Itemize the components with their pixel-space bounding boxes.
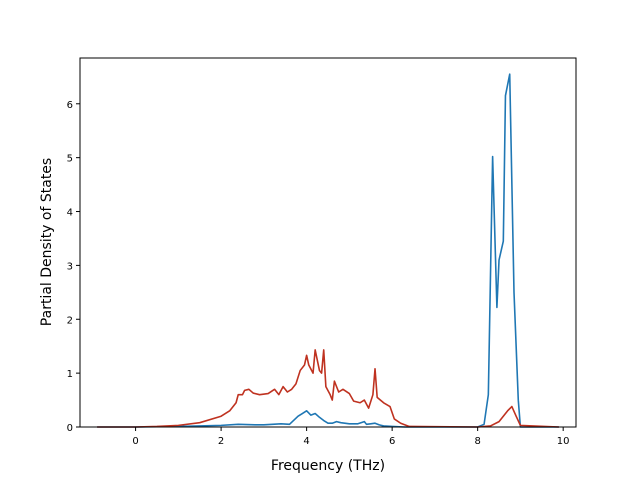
series-layer (97, 73, 559, 428)
x-tick-label: 0 (132, 436, 138, 447)
series-line-1 (97, 73, 559, 428)
y-tick-label: 3 (67, 261, 73, 272)
plot-area (80, 58, 576, 427)
x-axis-label: Frequency (THz) (271, 458, 385, 474)
y-tick-label: 2 (67, 315, 73, 326)
x-tick-label: 2 (218, 436, 224, 447)
y-tick-label: 4 (67, 208, 73, 219)
series-line-2 (97, 349, 559, 428)
x-axis-ticks: 0 2 4 6 8 10 (132, 427, 570, 447)
y-axis-label: Partial Density of States (39, 158, 55, 326)
y-axis-ticks: 0 1 2 3 4 5 6 (67, 100, 80, 434)
x-tick-label: 8 (474, 436, 480, 447)
y-tick-label: 0 (67, 423, 73, 434)
x-tick-label: 10 (557, 436, 570, 447)
y-tick-label: 5 (67, 154, 73, 165)
x-tick-label: 4 (303, 436, 309, 447)
x-tick-label: 6 (389, 436, 395, 447)
y-tick-label: 6 (67, 100, 73, 111)
y-tick-label: 1 (67, 369, 73, 380)
axes-frame (79, 57, 577, 428)
